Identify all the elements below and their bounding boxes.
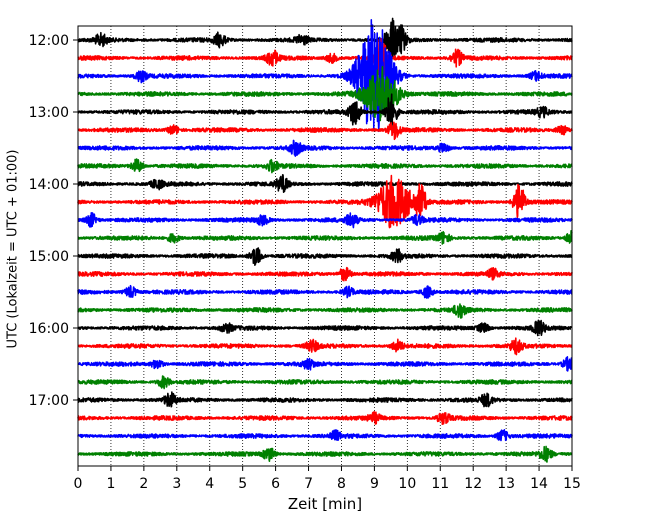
trace-15-15 xyxy=(77,266,573,282)
y-axis-title: UTC (Lokalzeit = UTC + 01:00) xyxy=(6,150,21,349)
grid-layer xyxy=(110,26,540,466)
trace-16-15 xyxy=(77,337,573,356)
trace-12-45 xyxy=(77,65,573,122)
trace-13-00 xyxy=(77,93,573,130)
trace-16-30 xyxy=(77,355,573,372)
trace-14-45 xyxy=(77,229,573,245)
trace-layer xyxy=(77,17,573,463)
x-tick-label-9: 9 xyxy=(370,476,379,492)
trace-17-00 xyxy=(77,391,573,408)
y-tick-label-14-00: 14:00 xyxy=(29,177,69,193)
trace-16-45 xyxy=(77,375,573,390)
x-tick-label-5: 5 xyxy=(238,476,247,492)
x-tick-label-1: 1 xyxy=(106,476,115,492)
trace-15-30 xyxy=(77,284,573,299)
trace-17-15 xyxy=(77,410,573,426)
trace-14-15 xyxy=(77,174,573,229)
x-tick-label-12: 12 xyxy=(464,476,482,492)
x-axis-title: Zeit [min] xyxy=(288,495,362,513)
trace-13-15 xyxy=(77,121,573,141)
trace-12-15 xyxy=(77,38,573,81)
y-tick-label-15-00: 15:00 xyxy=(29,249,69,265)
trace-12-30 xyxy=(77,19,573,133)
plot-frame xyxy=(77,25,573,467)
y-tick-label-13-00: 13:00 xyxy=(29,105,69,121)
y-tick-label-16-00: 16:00 xyxy=(29,321,69,337)
trace-17-30 xyxy=(77,429,573,442)
trace-17-45 xyxy=(77,445,573,463)
x-tick-label-2: 2 xyxy=(139,476,148,492)
x-tick-label-0: 0 xyxy=(74,476,83,492)
x-tick-label-3: 3 xyxy=(172,476,181,492)
trace-12-00 xyxy=(77,17,573,60)
y-tick-label-17-00: 17:00 xyxy=(29,393,69,409)
tick-layer: 0 1 2 3 4 5 6 7 8 9 10 11 12 13 14 1512:0013:0014:0015:… xyxy=(29,33,581,492)
x-tick-label-6: 6 xyxy=(271,476,280,492)
x-tick-label-15: 15 xyxy=(563,476,581,492)
x-tick-label-4: 4 xyxy=(205,476,214,492)
trace-16-00 xyxy=(77,319,573,337)
trace-13-45 xyxy=(77,158,573,174)
trace-15-45 xyxy=(77,303,573,319)
x-tick-label-11: 11 xyxy=(431,476,449,492)
x-tick-label-13: 13 xyxy=(497,476,515,492)
x-tick-label-7: 7 xyxy=(304,476,313,492)
y-tick-label-12-00: 12:00 xyxy=(29,33,69,49)
x-tick-label-10: 10 xyxy=(398,476,416,492)
trace-14-00 xyxy=(77,174,573,193)
trace-14-30 xyxy=(77,212,573,229)
trace-13-30 xyxy=(77,139,573,157)
trace-15-00 xyxy=(77,247,573,266)
x-tick-label-8: 8 xyxy=(337,476,346,492)
x-tick-label-14: 14 xyxy=(530,476,548,492)
